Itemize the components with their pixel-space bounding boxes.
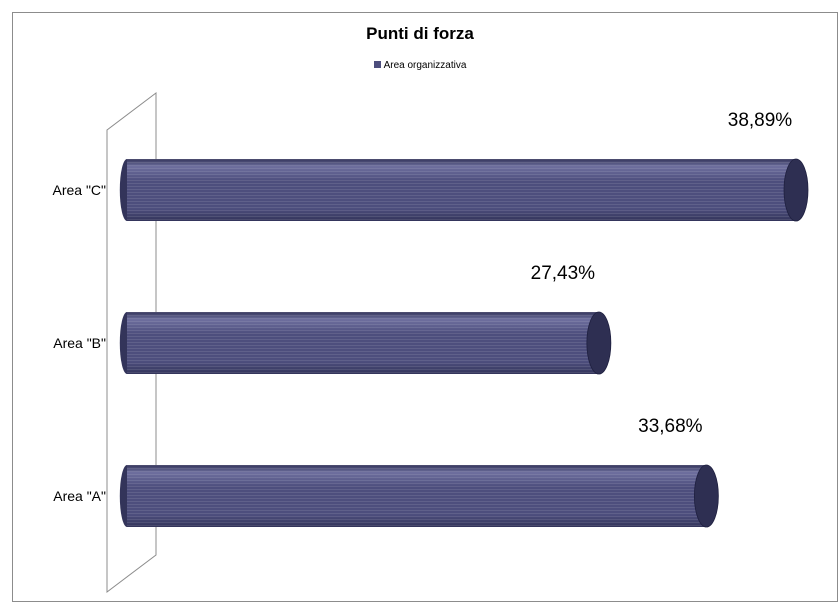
bar-texture bbox=[127, 159, 796, 221]
bar-end-cap bbox=[693, 464, 719, 528]
bar-end-cap bbox=[586, 311, 612, 375]
category-label: Area "C" bbox=[52, 182, 106, 198]
bars-layer bbox=[119, 158, 809, 528]
bar-2 bbox=[119, 158, 809, 222]
bar-texture bbox=[127, 465, 707, 527]
back-wall bbox=[106, 91, 157, 594]
data-label: 33,68% bbox=[638, 416, 703, 437]
chart-title: Punti di forza bbox=[366, 24, 474, 43]
category-label: Area "A" bbox=[53, 488, 106, 504]
back-wall-plane bbox=[106, 91, 157, 594]
bar-1 bbox=[119, 311, 612, 375]
legend: Area organizzativa bbox=[0, 60, 840, 71]
legend-swatch bbox=[373, 61, 381, 68]
labels-layer: Area "A" 33,68% Area "B" 27,43% Area "C" 38,8… bbox=[52, 110, 792, 504]
data-label: 38,89% bbox=[728, 110, 793, 131]
bar-0 bbox=[119, 464, 719, 528]
bar-end-cap bbox=[783, 158, 809, 222]
category-label: Area "B" bbox=[53, 335, 106, 351]
data-label: 27,43% bbox=[531, 263, 596, 284]
bar-texture bbox=[127, 312, 599, 374]
legend-label: Area organizzativa bbox=[383, 60, 467, 71]
